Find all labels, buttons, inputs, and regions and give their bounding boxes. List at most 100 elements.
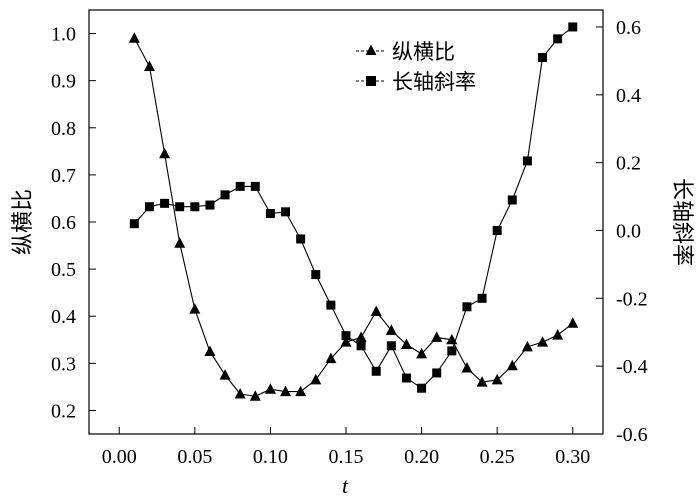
data-point-aspect-ratio [189,303,201,314]
data-point-major-axis-slope [250,181,260,191]
data-point-major-axis-slope [160,198,170,208]
data-point-aspect-ratio [400,338,412,349]
series-line-major-axis-slope [133,26,574,389]
data-point-aspect-ratio [234,387,246,399]
right-y-axis-title: 长轴斜率 [669,178,694,266]
data-point-aspect-ratio [491,373,503,385]
data-point-aspect-ratio [431,331,443,342]
left-y-tick-label: 0.3 [51,353,76,375]
data-point-major-axis-slope [296,234,306,244]
left-y-tick-label: 0.7 [51,165,76,187]
data-point-major-axis-slope [553,34,563,44]
x-tick-label: 0.10 [253,446,288,468]
left-y-tick-label: 0.5 [51,259,76,281]
data-point-major-axis-slope [538,52,548,62]
data-point-major-axis-slope [417,383,427,393]
left-y-tick-label: 0.2 [51,400,76,422]
data-point-aspect-ratio [249,390,261,401]
right-y-tick-label: 0.0 [616,220,641,242]
data-point-major-axis-slope [447,346,457,356]
right-y-tick-label: -0.2 [616,288,648,310]
data-point-major-axis-slope [386,341,396,351]
x-tick-label: 0.00 [102,446,137,468]
x-tick-label: 0.05 [177,446,212,468]
data-point-aspect-ratio [521,340,533,352]
data-point-major-axis-slope [144,202,154,212]
data-point-aspect-ratio [128,32,140,43]
data-point-aspect-ratio [159,147,171,159]
data-point-aspect-ratio [310,373,322,385]
data-point-aspect-ratio [340,336,352,347]
data-point-major-axis-slope [281,207,291,217]
data-point-major-axis-slope [190,202,200,212]
x-axis-title: t [342,473,349,498]
data-point-major-axis-slope [401,373,411,383]
data-point-aspect-ratio [506,359,518,371]
data-point-major-axis-slope [492,225,502,235]
right-y-tick-label: -0.6 [616,424,648,446]
series-line-aspect-ratio [133,38,574,397]
left-y-tick-label: 0.9 [51,71,76,93]
plot-frame [88,9,604,435]
data-point-aspect-ratio [552,329,564,340]
data-point-aspect-ratio [567,317,579,328]
data-point-major-axis-slope [432,368,442,378]
data-point-major-axis-slope [129,219,139,229]
data-point-major-axis-slope [522,156,532,166]
data-point-major-axis-slope [235,181,245,191]
data-point-major-axis-slope [311,270,321,280]
legend: 纵横比 长轴斜率 [356,40,476,94]
data-point-major-axis-slope [477,293,487,303]
data-point-major-axis-slope [568,22,578,32]
left-y-tick-label: 0.8 [51,118,76,140]
data-point-aspect-ratio [385,324,397,335]
data-point-aspect-ratio [325,352,337,364]
right-y-tick-label: 0.4 [616,85,641,107]
data-point-major-axis-slope [175,202,185,212]
legend-item-aspect-ratio: 纵横比 [356,40,455,64]
data-point-major-axis-slope [371,366,381,376]
x-tick-label: 0.20 [404,446,439,468]
series-layer [128,22,579,401]
x-tick-label: 0.25 [480,446,515,468]
data-point-aspect-ratio [476,376,488,387]
data-point-aspect-ratio [355,331,367,342]
data-point-aspect-ratio [219,369,231,380]
legend-square-marker [366,76,376,86]
data-point-major-axis-slope [356,341,366,351]
right-y-tick-label: -0.4 [616,356,648,378]
x-tick-label: 0.30 [555,446,590,468]
legend-label-major-axis-slope: 长轴斜率 [392,70,476,94]
x-tick-label: 0.15 [329,446,364,468]
data-point-aspect-ratio [204,345,216,357]
data-point-major-axis-slope [205,200,215,210]
data-point-aspect-ratio [537,336,549,347]
data-point-aspect-ratio [264,383,276,394]
left-y-axis-title: 纵横比 [11,189,36,255]
left-y-tick-label: 1.0 [51,24,76,46]
x-axis-ticks: 0.00 0.05 0.10 0.15 0.20 0.25 0.30 [102,427,590,468]
left-y-tick-label: 0.6 [51,212,76,234]
data-point-major-axis-slope [507,195,517,205]
legend-label-aspect-ratio: 纵横比 [392,40,455,64]
data-point-aspect-ratio [295,385,307,397]
legend-item-major-axis-slope: 长轴斜率 [356,70,476,94]
legend-triangle-marker [365,44,377,55]
data-point-major-axis-slope [220,190,230,200]
data-point-aspect-ratio [370,305,382,317]
data-point-major-axis-slope [341,331,351,341]
data-point-major-axis-slope [326,300,336,310]
data-point-aspect-ratio [461,362,473,373]
data-point-aspect-ratio [174,237,186,248]
right-y-tick-label: 0.6 [616,17,641,39]
right-y-axis-ticks: -0.6 -0.4 -0.2 0.0 0.2 0.4 0.6 [596,17,648,446]
left-y-axis-ticks: 0.2 0.3 0.4 0.5 0.6 0.7 0.8 0.9 1.0 [51,24,96,422]
data-point-aspect-ratio [143,60,155,72]
left-y-tick-label: 0.4 [51,306,76,328]
right-y-tick-label: 0.2 [616,153,641,175]
data-point-major-axis-slope [265,209,275,219]
data-point-aspect-ratio [416,347,428,359]
data-point-major-axis-slope [462,302,472,312]
